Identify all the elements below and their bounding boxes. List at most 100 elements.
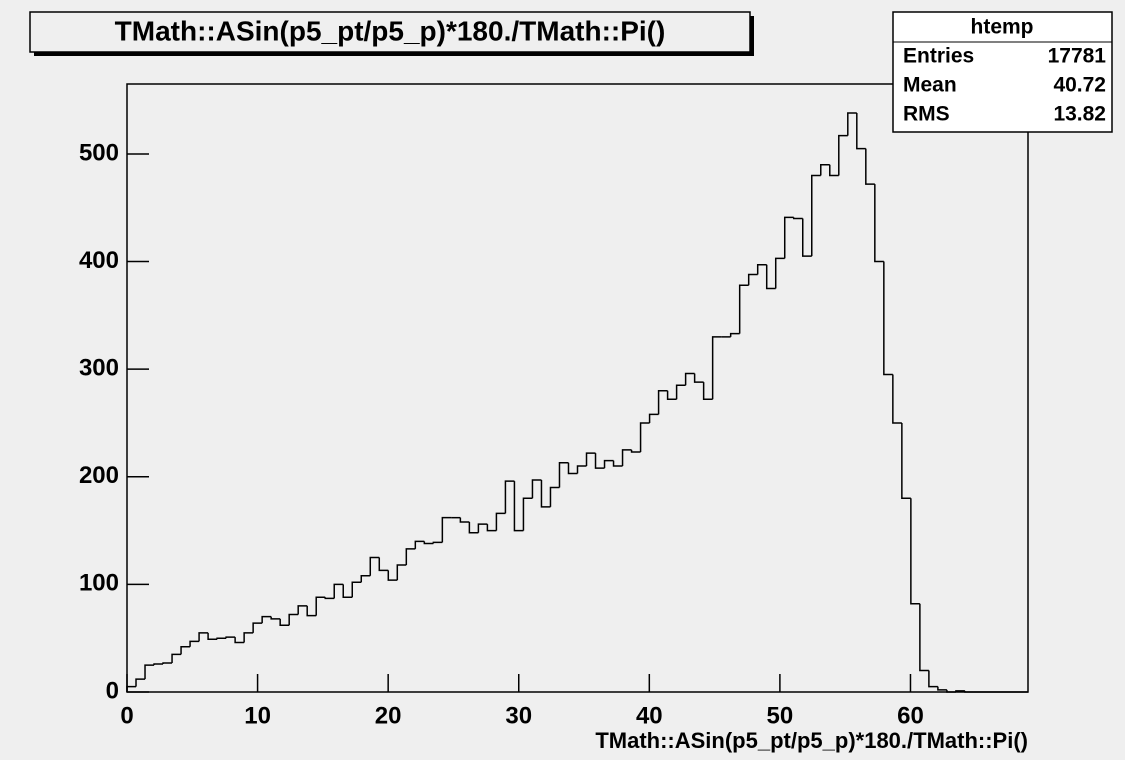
histogram-bin <box>297 605 308 615</box>
histogram-bin <box>955 690 965 692</box>
y-tick-label: 400 <box>79 247 119 274</box>
histogram-bin <box>829 164 839 177</box>
title-box <box>29 11 751 53</box>
histogram-bin <box>468 521 479 534</box>
stats-value: 17781 <box>1048 45 1107 68</box>
histogram-bin <box>630 449 641 453</box>
histogram-bin <box>153 663 164 666</box>
histogram-bin <box>459 517 470 523</box>
x-tick-label: 30 <box>505 702 532 729</box>
histogram-bin <box>738 284 749 334</box>
histogram-bin <box>423 541 434 545</box>
histogram-bin <box>243 632 254 643</box>
histogram-bin <box>315 596 326 616</box>
histogram-bin <box>495 512 506 531</box>
histogram-bin <box>702 382 713 401</box>
histogram-bin <box>432 541 443 544</box>
histogram-bin <box>883 261 893 376</box>
histogram-bin <box>675 384 686 400</box>
histogram-bin <box>666 390 677 401</box>
stats-title: htemp <box>971 16 1034 39</box>
histogram-bin <box>603 459 614 469</box>
histogram-bin <box>910 498 920 605</box>
histogram-bin <box>261 615 272 624</box>
histogram-bin <box>648 413 659 423</box>
stats-value: 13.82 <box>1053 103 1106 126</box>
histogram-bin <box>657 389 668 415</box>
histogram-bin <box>252 622 263 633</box>
y-tick-label: 500 <box>79 139 119 166</box>
histogram-bin <box>189 640 200 647</box>
y-tick-label: 0 <box>106 677 119 704</box>
histogram-bin <box>811 174 821 257</box>
histogram-bin <box>441 516 452 543</box>
histogram-bin <box>729 332 740 337</box>
y-tick-label: 100 <box>79 570 119 597</box>
histogram-bin <box>919 603 929 672</box>
stats-label: Mean <box>903 74 957 97</box>
histogram-bin <box>558 462 569 488</box>
histogram-bin <box>693 373 704 383</box>
histogram-bin <box>567 462 578 475</box>
x-tick-label: 10 <box>244 702 271 729</box>
histogram-bin <box>865 148 875 185</box>
histogram-bin <box>270 616 281 620</box>
stats-label: RMS <box>903 103 950 126</box>
histogram-bin <box>333 583 344 599</box>
histogram-bin <box>874 184 884 263</box>
histogram-bin <box>405 548 416 566</box>
histogram-bin <box>288 613 299 626</box>
histogram-bin <box>576 465 587 474</box>
histogram-bin <box>504 480 515 514</box>
histogram-bin <box>414 540 425 549</box>
histogram-bin <box>180 646 191 655</box>
histogram-bin <box>477 523 488 533</box>
histogram-bin <box>135 678 146 687</box>
histogram-bin <box>765 264 776 290</box>
x-axis-label: TMath::ASin(p5_pt/p5_p)*180./TMath::Pi() <box>595 728 1028 753</box>
histogram-bin <box>171 653 182 663</box>
histogram-bin <box>342 584 353 599</box>
stats-box <box>892 11 1113 133</box>
histogram-bin <box>198 632 209 642</box>
histogram-bin <box>783 216 794 259</box>
histogram-bin <box>639 422 650 453</box>
histogram-bin <box>306 605 317 617</box>
histogram-bin <box>684 372 695 386</box>
histogram-bin <box>369 556 380 576</box>
histogram-bin <box>711 336 722 400</box>
histogram-bin <box>946 689 956 693</box>
histogram-bin <box>360 575 371 583</box>
y-tick-label: 200 <box>79 462 119 489</box>
histogram-bin <box>162 662 173 665</box>
histogram-bin <box>396 564 407 581</box>
x-tick-label: 20 <box>375 702 402 729</box>
histogram-bin <box>513 481 524 532</box>
histogram-bin <box>540 480 551 508</box>
histogram-bin <box>387 570 398 581</box>
x-tick-label: 60 <box>897 702 924 729</box>
histogram-bin <box>234 637 245 644</box>
histogram-bin <box>351 581 362 598</box>
histogram-bin <box>964 690 974 693</box>
histogram-bin <box>594 453 605 469</box>
histogram-bin <box>792 217 803 220</box>
histogram-bin <box>802 218 812 257</box>
histogram-bin <box>774 257 785 289</box>
stats-label: Entries <box>903 45 974 68</box>
histogram-bin <box>207 632 218 641</box>
histogram-bin <box>928 670 938 688</box>
histogram-bin <box>747 273 758 286</box>
histogram-bin <box>486 524 497 532</box>
histogram-bin <box>847 112 857 136</box>
histogram-bin <box>585 452 596 467</box>
histogram-bin <box>856 113 866 150</box>
stats-value: 40.72 <box>1053 74 1106 97</box>
x-tick-label: 40 <box>636 702 663 729</box>
histogram-bin <box>820 163 830 176</box>
histogram-bin <box>901 422 911 500</box>
histogram-bin <box>838 134 848 176</box>
histogram-bin <box>324 597 335 600</box>
histogram-bin <box>144 664 155 680</box>
